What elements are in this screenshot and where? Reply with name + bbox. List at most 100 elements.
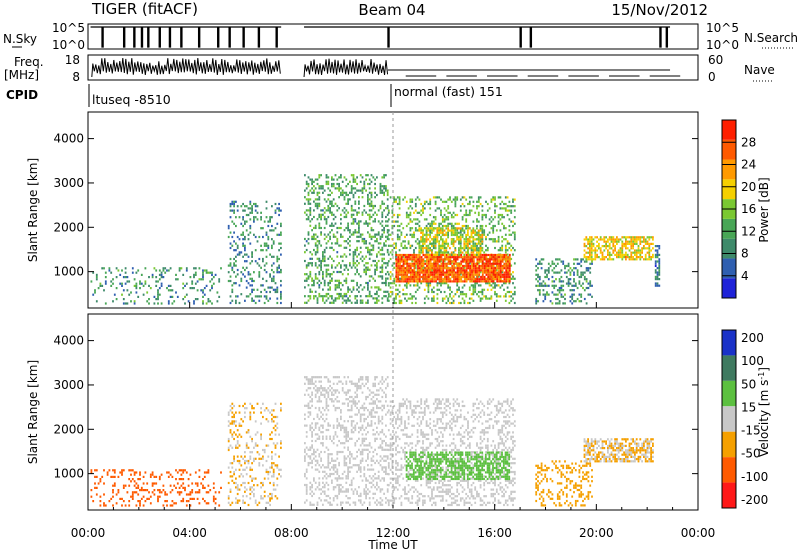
heat-cell xyxy=(458,301,460,305)
heat-cell xyxy=(438,273,441,276)
heat-cell xyxy=(345,246,348,249)
heat-cell xyxy=(471,253,473,257)
heat-cell xyxy=(309,220,312,223)
heat-cell xyxy=(305,435,308,438)
heat-cell xyxy=(331,453,333,456)
heat-cell xyxy=(227,481,230,485)
heat-cell xyxy=(133,473,136,476)
heat-cell xyxy=(503,202,505,206)
heat-cell xyxy=(314,468,317,471)
heat-cell xyxy=(251,209,253,212)
heat-cell xyxy=(258,264,261,267)
heat-cell xyxy=(205,271,208,274)
heat-cell xyxy=(322,213,324,216)
heat-cell xyxy=(429,253,431,256)
heat-cell xyxy=(356,284,358,287)
heat-cell xyxy=(274,453,277,456)
heat-cell xyxy=(365,178,367,181)
heat-cell xyxy=(278,242,280,245)
heat-cell xyxy=(476,275,479,279)
heat-cell xyxy=(374,279,376,282)
heat-cell xyxy=(329,246,331,249)
heat-cell xyxy=(242,404,244,408)
heat-cell xyxy=(334,391,337,394)
heat-cell xyxy=(503,273,506,276)
heat-cell xyxy=(341,259,344,263)
heat-cell xyxy=(187,484,190,487)
heat-cell xyxy=(318,196,321,199)
heat-cell xyxy=(274,464,277,467)
heat-cell xyxy=(571,302,574,305)
heat-cell xyxy=(404,262,407,265)
heat-cell xyxy=(569,300,572,303)
heat-cell xyxy=(345,279,348,282)
heat-cell xyxy=(587,282,590,285)
heat-cell xyxy=(555,258,557,261)
heat-cell xyxy=(398,284,401,287)
heat-cell xyxy=(454,256,457,259)
heat-cell xyxy=(438,282,441,285)
heat-cell xyxy=(331,213,333,216)
heat-cell xyxy=(227,495,230,498)
heat-cell xyxy=(144,280,147,283)
heat-cell xyxy=(424,262,427,265)
heat-cell xyxy=(427,238,430,241)
heat-cell xyxy=(322,417,324,421)
heat-cell xyxy=(477,240,480,243)
heat-cell xyxy=(508,209,511,212)
heat-cell xyxy=(251,253,253,256)
heat-cell xyxy=(332,299,335,302)
heat-cell xyxy=(594,247,597,250)
heat-cell xyxy=(349,191,351,194)
heat-cell xyxy=(242,481,244,485)
heat-cell xyxy=(630,256,633,259)
heat-cell xyxy=(231,411,234,414)
heat-cell xyxy=(341,193,344,197)
heat-cell xyxy=(311,229,313,232)
heat-cell xyxy=(458,222,460,225)
heat-cell xyxy=(453,280,455,283)
heat-cell xyxy=(467,213,469,217)
heat-cell xyxy=(501,271,504,274)
heat-cell xyxy=(271,455,273,458)
heat-cell xyxy=(368,215,371,219)
heat-cell xyxy=(341,189,344,192)
heat-cell xyxy=(646,242,649,245)
heat-cell xyxy=(420,247,422,250)
heat-cell xyxy=(461,224,464,228)
heat-cell xyxy=(605,256,607,259)
heat-cell xyxy=(236,429,239,432)
heat-cell xyxy=(485,297,487,300)
heat-cell xyxy=(592,238,595,241)
heat-cell xyxy=(474,249,476,252)
heat-cell xyxy=(331,191,333,194)
heat-cell xyxy=(345,226,348,230)
heat-cell xyxy=(434,216,437,219)
heat-cell xyxy=(316,459,319,462)
heat-cell xyxy=(325,273,328,276)
heat-cell xyxy=(567,264,570,268)
heat-cell xyxy=(309,448,312,451)
heat-cell xyxy=(304,286,306,289)
heat-cell xyxy=(322,464,324,467)
heat-cell xyxy=(313,185,315,188)
heat-cell xyxy=(325,477,328,480)
heat-cell xyxy=(485,258,488,261)
heat-cell xyxy=(440,282,442,285)
heat-cell xyxy=(368,290,371,293)
heat-cell xyxy=(441,251,444,254)
heat-cell xyxy=(332,488,335,491)
heat-cell xyxy=(610,253,613,256)
heat-cell xyxy=(547,293,550,296)
heat-cell xyxy=(164,500,167,503)
heat-cell xyxy=(480,256,482,259)
heat-cell xyxy=(432,240,435,243)
heat-cell xyxy=(462,256,464,259)
heat-cell xyxy=(240,222,243,225)
heat-cell xyxy=(425,240,428,243)
heat-cell xyxy=(358,220,360,223)
heat-cell xyxy=(608,245,611,248)
heat-cell xyxy=(185,269,188,272)
heat-cell xyxy=(400,301,403,305)
heat-cell xyxy=(356,270,358,274)
